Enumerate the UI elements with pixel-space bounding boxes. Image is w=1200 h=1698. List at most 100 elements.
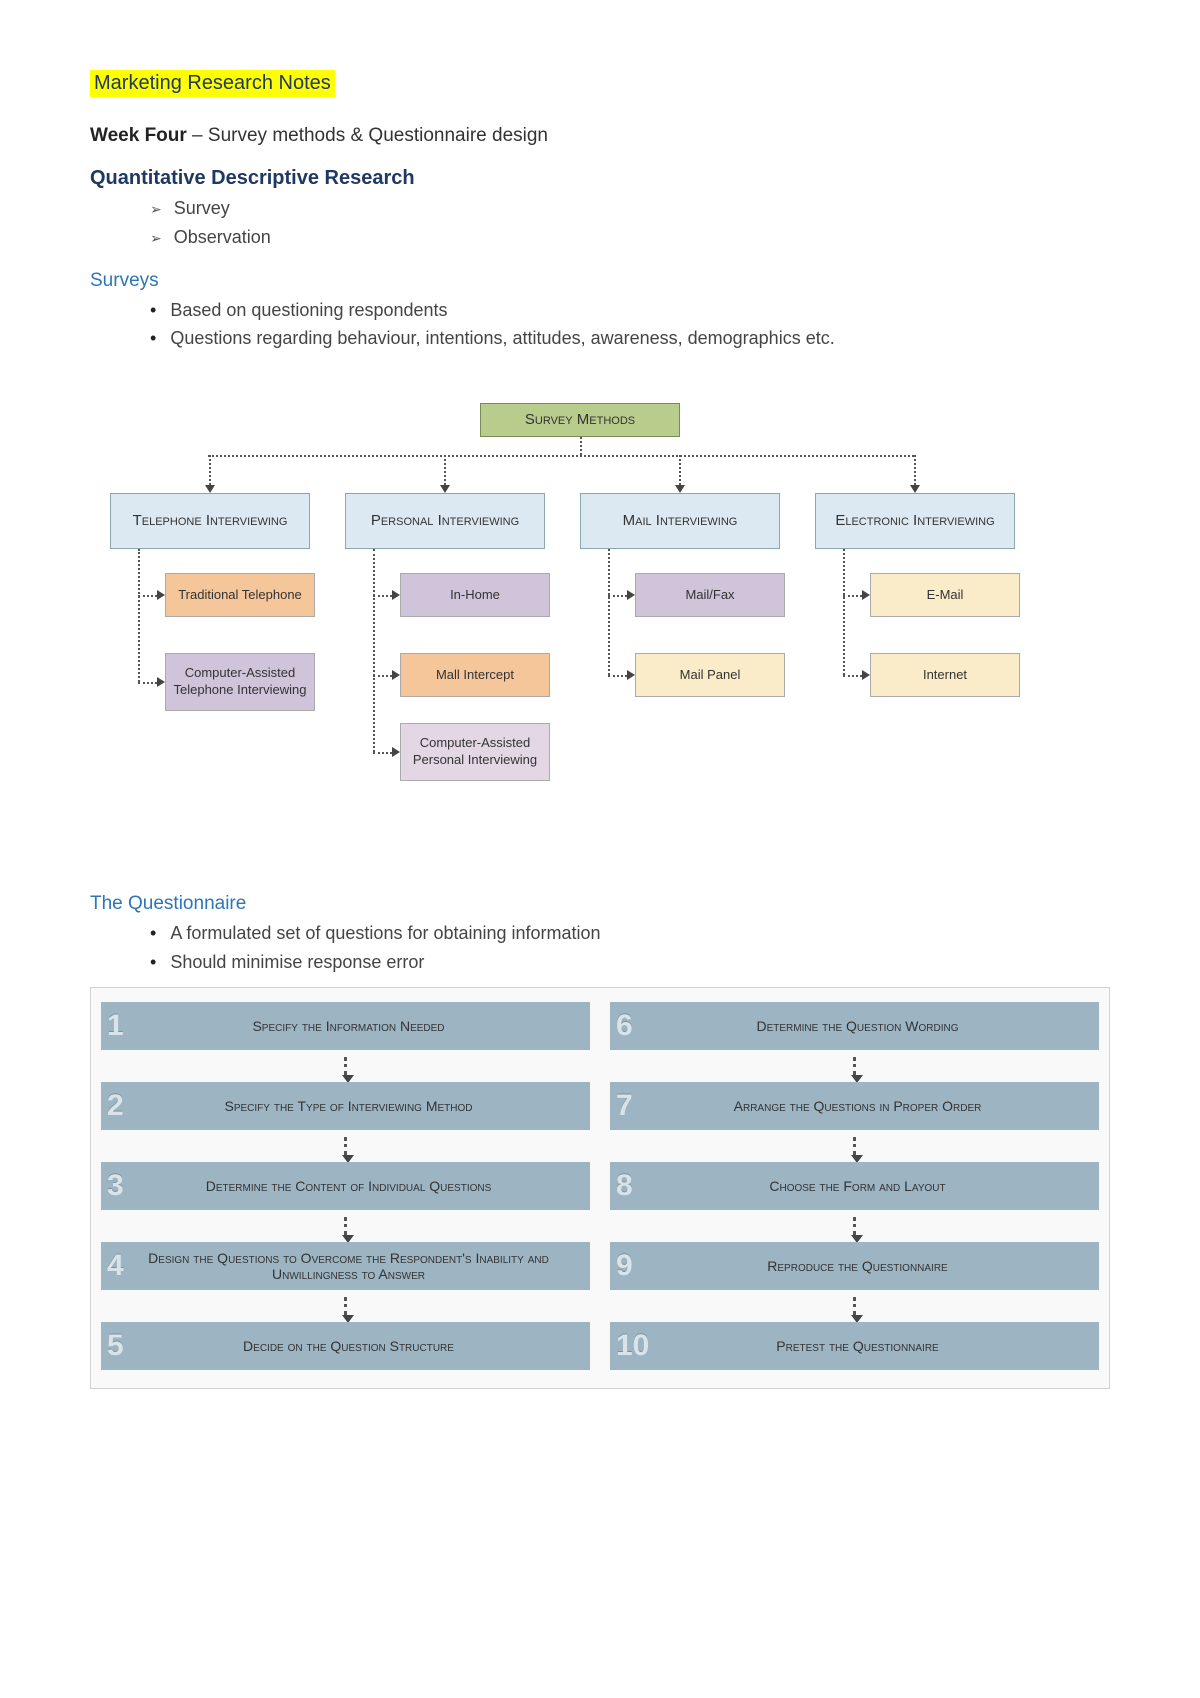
q-step: 9Reproduce the Questionnaire xyxy=(610,1242,1099,1290)
sm-sub: Mail/Fax xyxy=(635,573,785,617)
connector xyxy=(444,455,446,485)
q-step-number: 10 xyxy=(610,1329,646,1363)
arrow-right-icon xyxy=(862,670,870,680)
q-arrow xyxy=(610,1210,1099,1242)
sm-root: Survey Methods xyxy=(480,403,680,437)
connector xyxy=(373,675,392,677)
connector xyxy=(679,455,681,485)
connector xyxy=(373,595,392,597)
q-arrow xyxy=(610,1290,1099,1322)
connector xyxy=(373,752,392,754)
week-rest: – Survey methods & Questionnaire design xyxy=(187,125,548,146)
surveys-item: Questions regarding behaviour, intention… xyxy=(150,324,1110,353)
arrow-right-icon xyxy=(157,677,165,687)
sm-sub: E-Mail xyxy=(870,573,1020,617)
connector xyxy=(843,595,862,597)
q-step-text: Determine the Question Wording xyxy=(646,1018,1099,1034)
sm-sub: Mail Panel xyxy=(635,653,785,697)
sm-method: Mail Interviewing xyxy=(580,493,780,549)
q-arrow xyxy=(101,1210,590,1242)
questionnaire-list: A formulated set of questions for obtain… xyxy=(90,919,1110,977)
q-step-text: Specify the Type of Interviewing Method xyxy=(137,1098,590,1114)
q-step: 8Choose the Form and Layout xyxy=(610,1162,1099,1210)
arrow-right-icon xyxy=(627,670,635,680)
q-step: 6Determine the Question Wording xyxy=(610,1002,1099,1050)
arrow-right-icon xyxy=(157,590,165,600)
page-title: Marketing Research Notes xyxy=(90,70,335,97)
quant-list: Survey Observation xyxy=(90,194,1110,252)
connector xyxy=(914,455,916,485)
surveys-list: Based on questioning respondents Questio… xyxy=(90,296,1110,354)
sm-method: Electronic Interviewing xyxy=(815,493,1015,549)
q-step-text: Decide on the Question Structure xyxy=(137,1338,590,1354)
sm-sub: Mall Intercept xyxy=(400,653,550,697)
connector xyxy=(580,437,582,455)
q-step: 1Specify the Information Needed xyxy=(101,1002,590,1050)
arrow-down-icon xyxy=(675,485,685,493)
arrow-right-icon xyxy=(627,590,635,600)
week-bold: Week Four xyxy=(90,125,187,146)
q-step: 10Pretest the Questionnaire xyxy=(610,1322,1099,1370)
questionnaire-steps-diagram: 1Specify the Information Needed2Specify … xyxy=(90,987,1110,1389)
q-step-text: Design the Questions to Overcome the Res… xyxy=(137,1250,590,1282)
connector xyxy=(138,682,157,684)
connector xyxy=(373,549,375,752)
arrow-down-icon xyxy=(440,485,450,493)
q-step-number: 4 xyxy=(101,1249,137,1283)
heading-quant: Quantitative Descriptive Research xyxy=(90,167,1110,190)
connector xyxy=(843,549,845,675)
connector xyxy=(608,595,627,597)
sm-sub: Computer-Assisted Personal Interviewing xyxy=(400,723,550,781)
q-step-text: Determine the Content of Individual Ques… xyxy=(137,1178,590,1194)
sm-method: Telephone Interviewing xyxy=(110,493,310,549)
q-arrow xyxy=(101,1130,590,1162)
q-step-number: 7 xyxy=(610,1089,646,1123)
questionnaire-item: Should minimise response error xyxy=(150,948,1110,977)
connector xyxy=(138,549,140,682)
q-step-number: 8 xyxy=(610,1169,646,1203)
sm-sub: Computer-Assisted Telephone Interviewing xyxy=(165,653,315,711)
quant-item: Survey xyxy=(150,194,1110,223)
connector xyxy=(138,595,157,597)
heading-surveys: Surveys xyxy=(90,270,1110,292)
surveys-item: Based on questioning respondents xyxy=(150,296,1110,325)
q-arrow xyxy=(610,1050,1099,1082)
arrow-right-icon xyxy=(392,590,400,600)
arrow-right-icon xyxy=(392,747,400,757)
q-step-text: Choose the Form and Layout xyxy=(646,1178,1099,1194)
sm-sub: Traditional Telephone xyxy=(165,573,315,617)
q-step: 4Design the Questions to Overcome the Re… xyxy=(101,1242,590,1290)
q-step-number: 1 xyxy=(101,1009,137,1043)
q-step-number: 2 xyxy=(101,1089,137,1123)
sm-method: Personal Interviewing xyxy=(345,493,545,549)
q-step-text: Pretest the Questionnaire xyxy=(646,1338,1099,1354)
connector xyxy=(608,675,627,677)
q-step: 7Arrange the Questions in Proper Order xyxy=(610,1082,1099,1130)
survey-methods-diagram: Survey Methods Telephone Interviewing Tra… xyxy=(90,403,1090,823)
q-step-number: 9 xyxy=(610,1249,646,1283)
connector xyxy=(208,455,914,457)
sm-sub: In-Home xyxy=(400,573,550,617)
q-step: 5Decide on the Question Structure xyxy=(101,1322,590,1370)
q-step-number: 3 xyxy=(101,1169,137,1203)
q-step: 2Specify the Type of Interviewing Method xyxy=(101,1082,590,1130)
week-line: Week Four – Survey methods & Questionnai… xyxy=(90,125,1110,147)
q-arrow xyxy=(101,1050,590,1082)
arrow-right-icon xyxy=(862,590,870,600)
sm-sub: Internet xyxy=(870,653,1020,697)
q-step-text: Reproduce the Questionnaire xyxy=(646,1258,1099,1274)
q-step-number: 5 xyxy=(101,1329,137,1363)
questionnaire-item: A formulated set of questions for obtain… xyxy=(150,919,1110,948)
q-arrow xyxy=(610,1130,1099,1162)
arrow-down-icon xyxy=(205,485,215,493)
quant-item: Observation xyxy=(150,223,1110,252)
q-step-text: Specify the Information Needed xyxy=(137,1018,590,1034)
arrow-right-icon xyxy=(392,670,400,680)
heading-questionnaire: The Questionnaire xyxy=(90,893,1110,915)
connector xyxy=(209,455,211,485)
q-step: 3Determine the Content of Individual Que… xyxy=(101,1162,590,1210)
connector xyxy=(843,675,862,677)
q-step-text: Arrange the Questions in Proper Order xyxy=(646,1098,1099,1114)
arrow-down-icon xyxy=(910,485,920,493)
q-step-number: 6 xyxy=(610,1009,646,1043)
